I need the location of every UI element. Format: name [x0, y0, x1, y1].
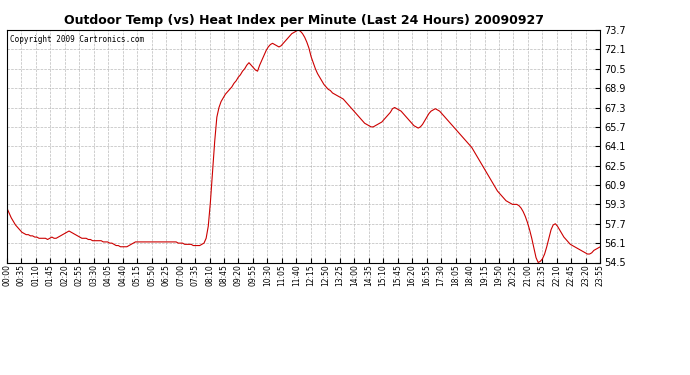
Title: Outdoor Temp (vs) Heat Index per Minute (Last 24 Hours) 20090927: Outdoor Temp (vs) Heat Index per Minute … [63, 15, 544, 27]
Text: Copyright 2009 Cartronics.com: Copyright 2009 Cartronics.com [10, 34, 144, 44]
